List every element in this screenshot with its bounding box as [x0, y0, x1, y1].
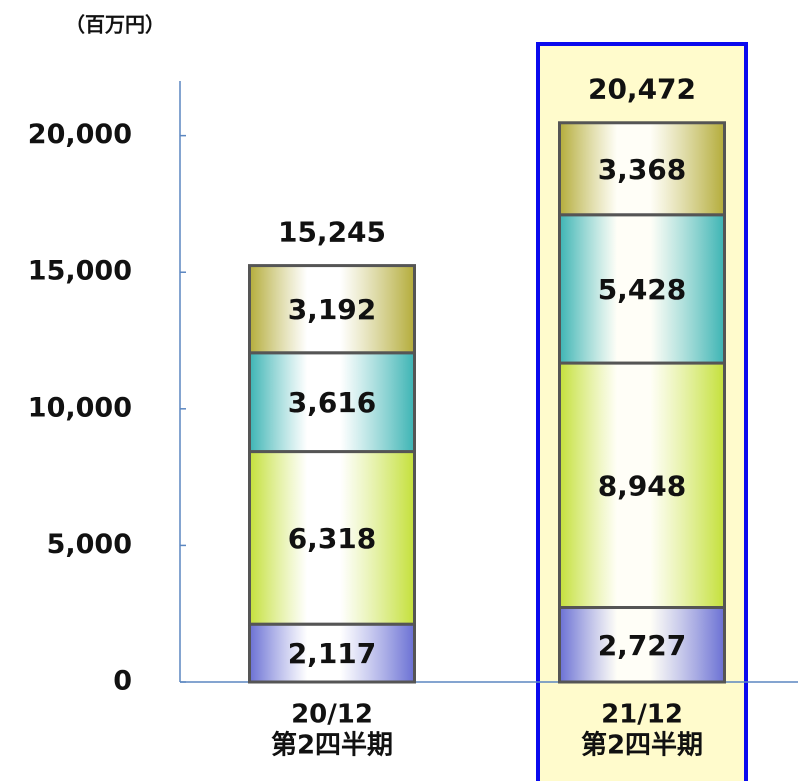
- bar-segment: [248, 264, 416, 355]
- x-tick-label: 20/12: [291, 700, 373, 730]
- data-label: 2,117: [288, 637, 377, 670]
- y-tick-label: 15,000: [28, 256, 132, 287]
- bar-segment: [558, 606, 726, 684]
- y-tick-label: 0: [113, 666, 132, 697]
- total-label: 15,245: [278, 216, 386, 249]
- x-tick-label: 21/12: [601, 700, 683, 730]
- data-label: 3,368: [598, 153, 687, 186]
- unit-label: （百万円）: [65, 13, 165, 37]
- data-label: 2,727: [598, 629, 687, 662]
- data-label: 8,948: [598, 469, 687, 502]
- bar-segment: [558, 121, 726, 217]
- bar-segment: [248, 622, 416, 684]
- bar-segment: [248, 351, 416, 454]
- data-label: 5,428: [598, 273, 687, 306]
- y-tick-label: 20,000: [28, 119, 132, 150]
- y-tick-label: 5,000: [47, 529, 132, 560]
- bar-segment: [248, 450, 416, 626]
- total-label: 20,472: [588, 73, 696, 106]
- data-label: 3,192: [288, 293, 377, 326]
- data-label: 6,318: [288, 522, 377, 555]
- x-tick-label: 第2四半期: [271, 730, 393, 761]
- y-tick-label: 10,000: [28, 392, 132, 423]
- x-tick-label: 第2四半期: [581, 730, 703, 761]
- data-label: 3,616: [288, 386, 377, 419]
